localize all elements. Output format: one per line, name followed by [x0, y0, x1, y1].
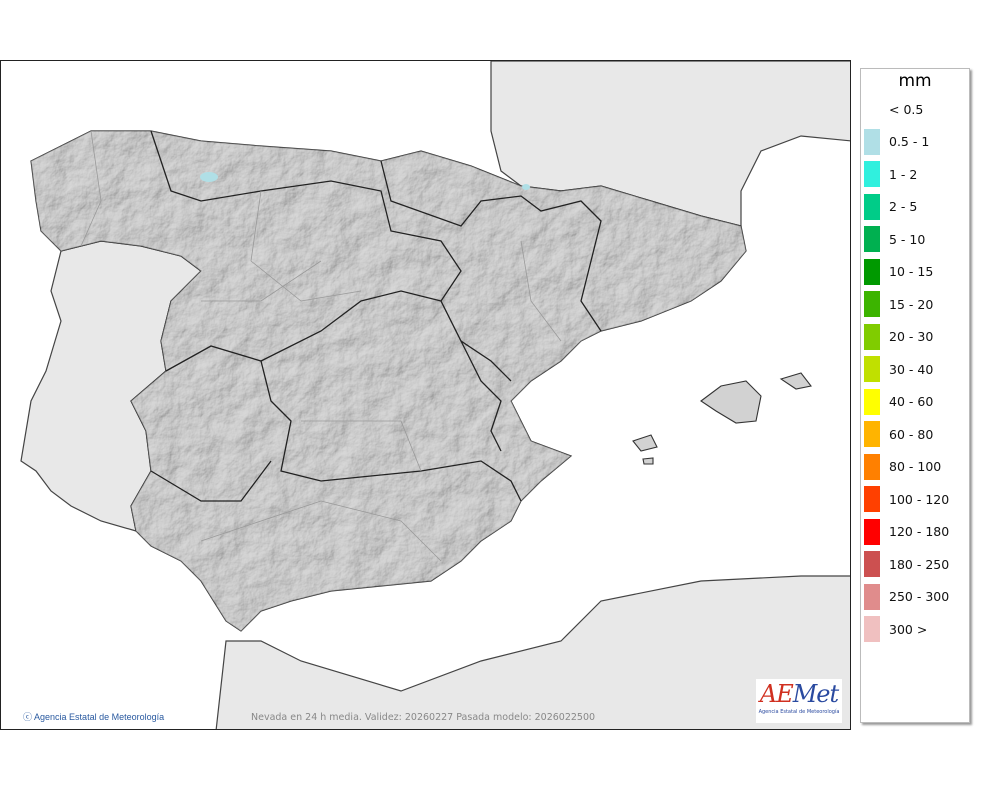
map-canvas	[20, 61, 850, 729]
legend-item: 300 >	[864, 616, 927, 642]
legend-item: 100 - 120	[864, 486, 949, 512]
legend-item: 80 - 100	[864, 453, 942, 480]
legend-label: 120 - 180	[889, 524, 950, 539]
legend-label: 20 - 30	[889, 329, 934, 344]
legend-swatch	[864, 161, 880, 187]
legend-item: 10 - 15	[864, 258, 934, 285]
province-borders	[80, 130, 562, 562]
legend-label: < 0.5	[889, 101, 924, 117]
legend-item: 0.5 - 1	[864, 128, 930, 155]
snowfall-map: ⓒ Agencia Estatal de Meteorología Nevada…	[0, 60, 851, 730]
agency-credit: ⓒ Agencia Estatal de Meteorología	[23, 710, 164, 723]
legend-swatch	[864, 453, 880, 480]
legend-swatch	[864, 193, 880, 220]
legend-swatch	[864, 551, 880, 577]
legend-swatch	[864, 388, 880, 415]
spain-relief	[31, 131, 746, 631]
legend-item: 250 - 300	[864, 583, 950, 610]
legend-title: mm	[898, 71, 932, 91]
legend-swatch	[864, 96, 880, 122]
legend-swatch	[864, 291, 880, 317]
legend-swatch	[864, 616, 880, 642]
legend-label: 1 - 2	[889, 166, 918, 182]
legend-item: < 0.5	[864, 96, 923, 122]
logo-word-a: AE	[759, 680, 794, 708]
balearic-islands	[632, 372, 812, 465]
legend-item: 120 - 180	[864, 518, 950, 545]
africa	[215, 575, 850, 729]
legend-swatch	[864, 421, 880, 447]
legend-swatch	[864, 583, 880, 610]
legend-item: 1 - 2	[864, 161, 917, 187]
legend-label: 40 - 60	[889, 394, 934, 409]
logo-word-b: Met	[792, 680, 839, 708]
legend-label: 2 - 5	[889, 199, 918, 214]
legend-label: 0.5 - 1	[889, 134, 930, 149]
legend-label: 180 - 250	[889, 556, 950, 572]
logo-subtitle: Agencia Estatal de Meteorología	[758, 709, 840, 715]
legend-item: 40 - 60	[864, 388, 934, 415]
legend-item: 2 - 5	[864, 193, 918, 220]
legend-swatch	[864, 258, 880, 285]
legend-swatch	[864, 128, 880, 155]
legend-swatch	[864, 518, 880, 545]
legend-label: 10 - 15	[889, 264, 934, 279]
legend-item: 180 - 250	[864, 551, 949, 577]
legend-label: 30 - 40	[889, 361, 934, 377]
legend-item: 5 - 10	[864, 226, 925, 252]
aemet-logo: AEMet Agencia Estatal de Meteorología	[756, 679, 842, 723]
legend-label: 15 - 20	[889, 296, 934, 312]
legend-label: 250 - 300	[889, 589, 950, 604]
snow-areas	[200, 172, 530, 190]
copyright-icon: ⓒ	[23, 712, 33, 722]
credit-text: Agencia Estatal de Meteorología	[34, 712, 165, 722]
legend-label: 300 >	[889, 621, 928, 637]
legend-item: 15 - 20	[864, 291, 933, 317]
legend-swatch	[864, 323, 880, 350]
legend-swatch	[864, 356, 880, 382]
legend-item: 20 - 30	[864, 323, 934, 350]
legend-swatch	[864, 486, 880, 512]
legend-item: 60 - 80	[864, 421, 933, 447]
legend: mm < 0.5 0.5 - 1 1 - 2 2 - 5 5 - 10 10 - 15 15…	[860, 68, 970, 723]
legend-label: 80 - 100	[889, 459, 942, 474]
legend-label: 100 - 120	[889, 491, 950, 507]
region-borders	[150, 130, 602, 502]
map-caption: Nevada en 24 h media. Validez: 20260227 …	[251, 712, 596, 723]
legend-label: 5 - 10	[889, 231, 926, 247]
legend-item: 30 - 40	[864, 356, 933, 382]
legend-swatch	[864, 226, 880, 252]
legend-label: 60 - 80	[889, 426, 934, 442]
